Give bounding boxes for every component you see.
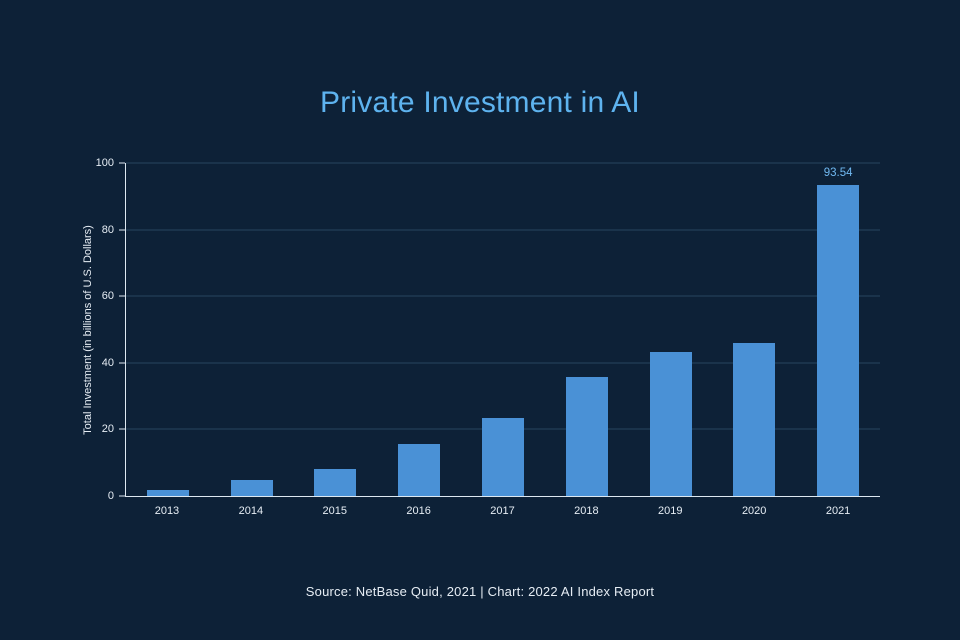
x-axis-tick-label: 2013 [154, 505, 180, 517]
bars-container: 93.54 [126, 163, 880, 496]
chart-title: Private Investment in AI [320, 86, 640, 119]
bar-cell [461, 163, 545, 496]
gridline [126, 229, 880, 231]
gridline [126, 295, 880, 297]
y-axis-tick-label: 100 [95, 157, 114, 169]
x-axis-tick-label: 2020 [741, 505, 767, 517]
bar-cell [294, 163, 378, 496]
plot-area: 0 20 40 60 80 100 93.54 [96, 157, 880, 502]
y-axis-tickmark [119, 162, 125, 164]
source-caption: Source: NetBase Quid, 2021 | Chart: 2022… [305, 584, 655, 599]
bar-2015 [314, 469, 357, 496]
y-axis-tickmark [119, 428, 125, 430]
bar-cell [712, 163, 796, 496]
bar-cell [210, 163, 294, 496]
gridline [126, 362, 880, 364]
y-axis-title-text: Total Investment (in billions of U.S. Do… [82, 225, 94, 435]
bar-cell [629, 163, 713, 496]
y-axis-tickmark [119, 362, 125, 364]
y-axis-tick-label: 20 [101, 423, 114, 436]
bar-cell [545, 163, 629, 496]
bar-cell [377, 163, 461, 496]
bar-cell [126, 163, 210, 496]
x-axis-tick-label: 2014 [238, 505, 264, 517]
x-axis-tick-label: 2017 [490, 505, 515, 517]
bar-2014 [230, 480, 273, 496]
gridline [126, 162, 880, 164]
y-axis-tickmark [119, 229, 125, 231]
y-axis-tick-label: 0 [107, 490, 114, 502]
x-axis: 2013 2014 2015 2016 2017 2018 2019 2020 2021 [125, 505, 880, 517]
bar-2016 [398, 444, 441, 496]
x-axis-tick-label: 2021 [825, 505, 851, 517]
y-axis-tick-label: 40 [101, 356, 114, 369]
x-axis-tick-label: 2015 [322, 505, 347, 517]
bar-2013 [146, 490, 189, 496]
bar-value-label: 93.54 [823, 166, 853, 179]
y-axis-tick-label: 60 [101, 290, 114, 303]
bar-2017 [482, 418, 525, 496]
bar-2019 [649, 352, 692, 496]
x-axis-tick-label: 2018 [574, 505, 599, 517]
y-axis-tickmark [119, 495, 125, 497]
y-axis-tickmark [119, 295, 125, 297]
x-axis-tick-label: 2016 [406, 505, 431, 517]
y-axis-title: Total Investment (in billions of U.S. Do… [78, 163, 98, 497]
bar-2021: 93.54 [817, 167, 860, 496]
bar-cell: 93.54 [796, 163, 880, 496]
bar-2020 [733, 342, 776, 496]
y-axis-tick-label: 80 [101, 223, 114, 236]
x-axis-tick-label: 2019 [658, 505, 683, 517]
bar-2018 [565, 377, 608, 496]
